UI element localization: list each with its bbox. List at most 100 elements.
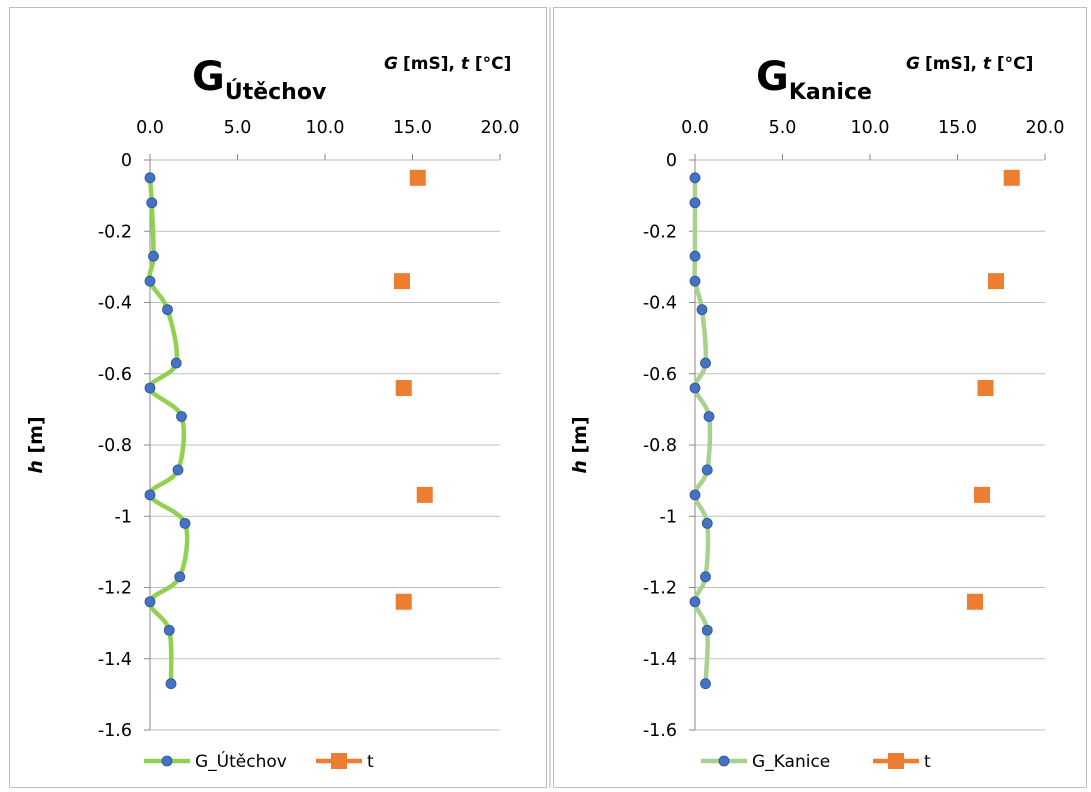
y-tick-label: -1.2 bbox=[98, 579, 132, 599]
legend-marker-t bbox=[331, 753, 347, 769]
data-point-t bbox=[974, 486, 990, 503]
x-unit-ms: [mS], bbox=[925, 54, 983, 74]
data-point-g bbox=[689, 596, 701, 608]
x-tick-label: 20.0 bbox=[1026, 118, 1065, 138]
data-point-t bbox=[409, 169, 426, 186]
data-point-g bbox=[176, 411, 187, 422]
data-point-t bbox=[977, 380, 994, 396]
data-point-g bbox=[165, 678, 177, 690]
data-point-g bbox=[703, 411, 715, 422]
chart-panel-utechov: GÚtěchov G [mS], t [°C] 0 -0.2 -0.4 -0.6 -0.8 -1… bbox=[9, 7, 547, 788]
data-point-t bbox=[416, 486, 433, 503]
data-point-t bbox=[394, 273, 410, 290]
data-point-g bbox=[700, 678, 711, 690]
y-var-h: h bbox=[569, 460, 591, 474]
data-point-g bbox=[700, 357, 711, 369]
data-point-g bbox=[701, 517, 713, 529]
data-point-t bbox=[1003, 169, 1020, 186]
data-point-g bbox=[689, 382, 701, 394]
data-point-g bbox=[146, 197, 158, 209]
legend-marker-g bbox=[718, 755, 730, 767]
legend-marker-t bbox=[888, 753, 904, 769]
x-unit-celsius: [°C] bbox=[469, 54, 511, 74]
data-point-g bbox=[162, 304, 173, 316]
y-tick-label: -1.4 bbox=[98, 650, 132, 670]
x-tick-label: 0.0 bbox=[681, 118, 709, 138]
y-tick-label: -0.6 bbox=[98, 365, 132, 385]
x-axis-units-label-kanice: G [mS], t [°C] bbox=[906, 54, 1033, 74]
data-point-g bbox=[689, 489, 701, 501]
x-var-g: G bbox=[906, 54, 920, 74]
legend-label-t: t bbox=[924, 752, 931, 772]
x-tick-label: 15.0 bbox=[938, 118, 977, 138]
y-tick-label: -1 bbox=[660, 507, 677, 527]
data-point-g bbox=[144, 172, 156, 184]
y-unit-m: [m] bbox=[25, 416, 47, 460]
x-tick-label: 5.0 bbox=[769, 118, 797, 138]
y-tick-label: 0 bbox=[121, 151, 132, 171]
data-point-t bbox=[395, 380, 412, 396]
data-point-g bbox=[144, 275, 156, 287]
x-tick-label: 5.0 bbox=[224, 118, 252, 138]
y-tick-label: -0.8 bbox=[643, 436, 677, 456]
y-tick-label: -0.8 bbox=[98, 436, 132, 456]
data-point-g bbox=[696, 304, 708, 316]
x-var-g: G bbox=[384, 54, 398, 74]
x-tick-label: 10.0 bbox=[306, 118, 345, 138]
data-point-t bbox=[988, 273, 1004, 290]
y-tick-label: -0.4 bbox=[643, 294, 677, 314]
y-axis-label-utechov: h [m] bbox=[25, 416, 47, 473]
x-unit-ms: [mS], bbox=[403, 54, 461, 74]
y-axis-label-kanice: h [m] bbox=[569, 416, 591, 473]
data-point-g bbox=[689, 250, 701, 262]
x-var-t: t bbox=[983, 54, 992, 74]
y-unit-m: [m] bbox=[569, 416, 591, 460]
y-tick-label: -1.2 bbox=[643, 579, 677, 599]
legend-label-t: t bbox=[367, 752, 374, 772]
x-tick-label: 20.0 bbox=[481, 118, 520, 138]
data-point-g bbox=[172, 464, 184, 476]
x-unit-celsius: [°C] bbox=[991, 54, 1033, 74]
x-tick-label: 10.0 bbox=[851, 118, 890, 138]
data-point-g bbox=[144, 489, 156, 501]
data-point-t bbox=[395, 593, 412, 610]
y-tick-label: -0.4 bbox=[98, 294, 132, 314]
data-point-g bbox=[689, 197, 701, 209]
y-tick-label: -1.4 bbox=[643, 650, 677, 670]
legend-label-g: G_Útěchov bbox=[195, 750, 287, 772]
chart-title-subscript: Kanice bbox=[789, 80, 872, 105]
y-tick-label: -0.2 bbox=[98, 222, 132, 242]
data-point-g bbox=[144, 596, 156, 608]
data-point-g bbox=[689, 275, 701, 287]
data-point-g bbox=[163, 624, 175, 636]
data-point-g bbox=[689, 172, 701, 184]
data-point-g bbox=[701, 624, 713, 636]
x-tick-label: 15.0 bbox=[393, 118, 432, 138]
y-tick-label: -0.6 bbox=[643, 365, 677, 385]
chart-panel-kanice: GKanice G [mS], t [°C] 0 -0.2 -0.4 -0.6 -0.8 -1-… bbox=[553, 7, 1087, 788]
data-point-g bbox=[700, 571, 711, 583]
data-point-g bbox=[148, 250, 159, 262]
x-tick-label: 0.0 bbox=[136, 118, 164, 138]
data-point-g bbox=[144, 382, 156, 394]
data-point-g bbox=[179, 517, 191, 529]
chart-title-subscript: Útěchov bbox=[225, 79, 327, 105]
x-var-t: t bbox=[461, 54, 470, 74]
y-tick-label: -0.2 bbox=[643, 222, 677, 242]
data-point-t bbox=[967, 593, 983, 610]
x-axis-units-label-utechov: G [mS], t [°C] bbox=[384, 54, 511, 74]
data-point-g bbox=[170, 357, 182, 369]
data-point-g bbox=[174, 571, 186, 583]
chart-title-kanice: GKanice bbox=[756, 54, 872, 105]
y-tick-label: -1.6 bbox=[643, 721, 677, 741]
chart-title-main: G bbox=[192, 54, 225, 100]
panel-divider bbox=[549, 7, 551, 788]
data-point-g bbox=[701, 464, 713, 476]
chart-title-main: G bbox=[756, 54, 789, 100]
y-var-h: h bbox=[25, 460, 47, 474]
y-tick-label: -1 bbox=[115, 507, 132, 527]
chart-title-utechov: GÚtěchov bbox=[192, 54, 327, 105]
legend-marker-g bbox=[161, 755, 173, 767]
